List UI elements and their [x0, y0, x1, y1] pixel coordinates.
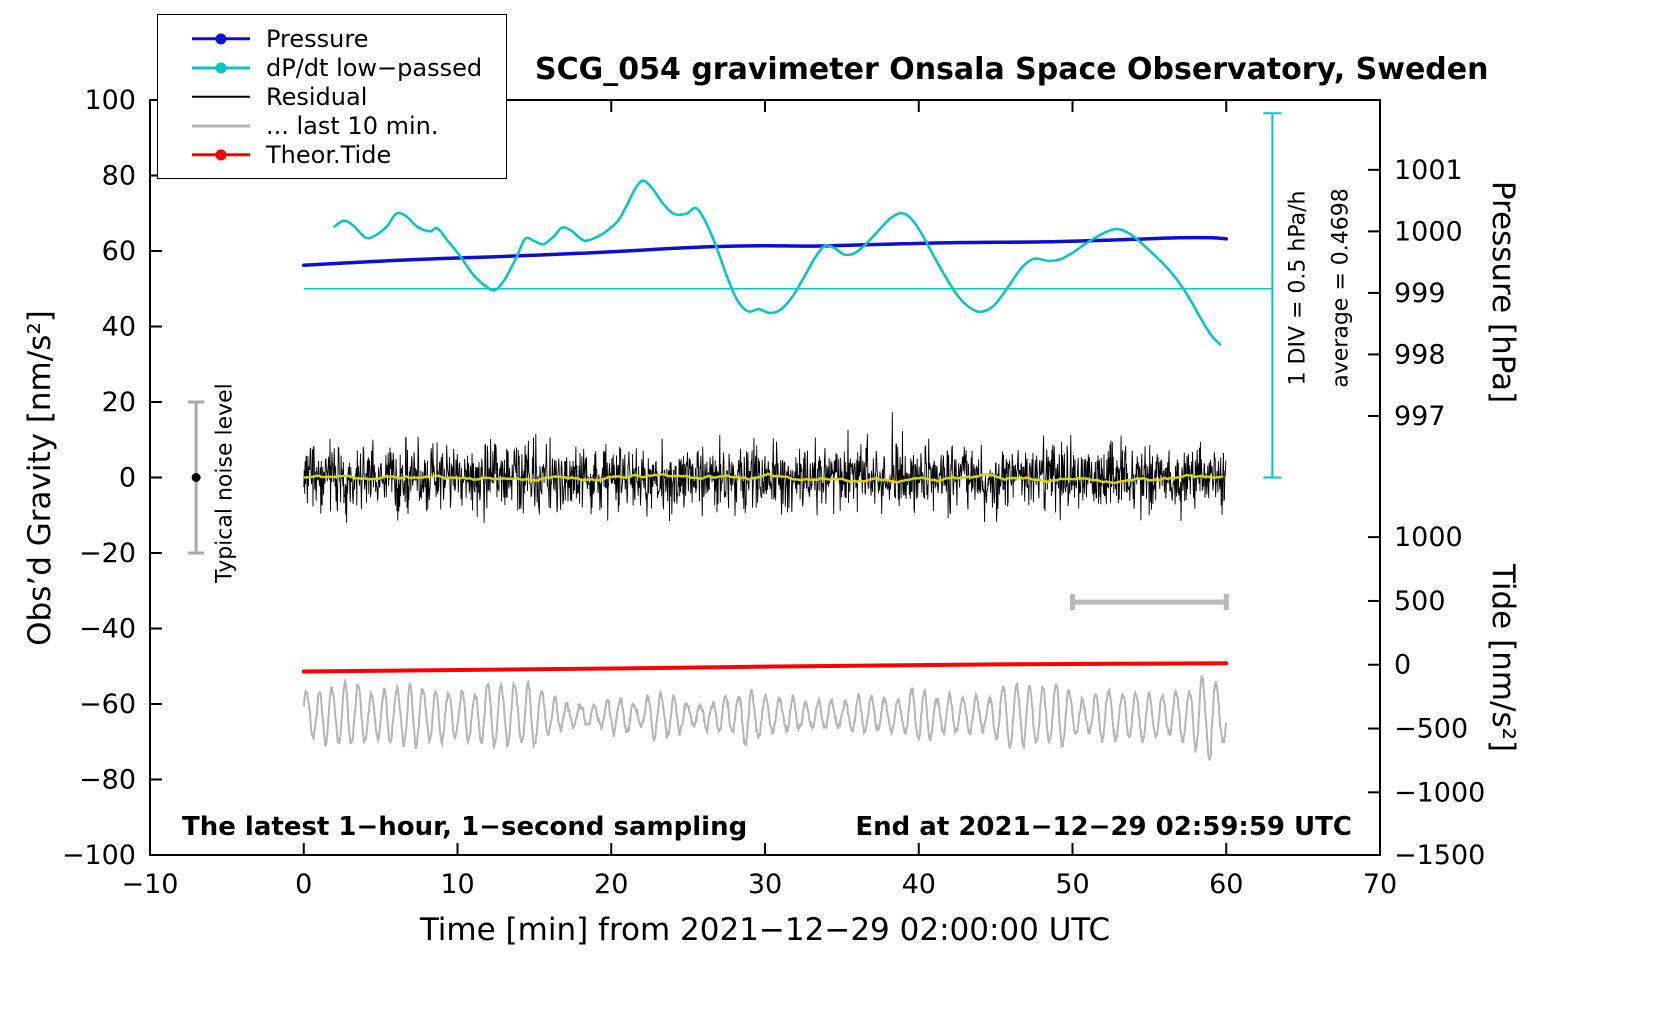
y-right-tick-label: −500 [1394, 714, 1468, 745]
y-left-tick-label: −80 [79, 765, 136, 796]
y-axis-label-gravity: Obs’d Gravity [nm/s²] [22, 310, 58, 646]
legend: Pressure dP/dt low−passed Residual... last… [157, 14, 507, 179]
legend-item-residual: Residual [158, 82, 506, 111]
y-right-tick-label: 0 [1394, 650, 1411, 681]
end-time-note: End at 2021−12−29 02:59:59 UTC [855, 812, 1352, 842]
legend-line-sample [192, 32, 250, 46]
y-right-tick-label: 500 [1394, 586, 1446, 617]
y-right-tick-label: 998 [1394, 339, 1446, 370]
series-dpdt_lowpassed [333, 179, 1222, 346]
legend-item-pressure: Pressure [158, 24, 506, 53]
y-right-tick-label: 1000 [1394, 522, 1463, 553]
legend-marker-dot [215, 149, 227, 160]
x-tick-label: 50 [1055, 869, 1089, 900]
legend-item--last-10-min-: ... last 10 min. [158, 111, 506, 140]
y-right-tick-label: −1000 [1394, 777, 1485, 808]
x-tick-label: 0 [295, 869, 312, 900]
y-left-tick-label: −60 [79, 689, 136, 720]
x-tick-label: 70 [1363, 869, 1397, 900]
y-left-tick-label: −40 [79, 614, 136, 645]
series-residual_lowpass [303, 472, 1224, 485]
axis-ticks: −10 0 10 20 30 40 50 60 70100806040200−20−40−60−… [62, 85, 1486, 900]
series-residual [303, 412, 1227, 523]
x-tick-label: 30 [748, 869, 782, 900]
y-right-tick-label: 997 [1394, 401, 1446, 432]
legend-label: ... last 10 min. [266, 111, 439, 140]
x-tick-label: 20 [594, 869, 628, 900]
y-left-tick-label: 0 [119, 463, 136, 494]
legend-item-dp-dt-low-passed: dP/dt low−passed [158, 53, 506, 82]
series-last_10_min_residual [302, 675, 1228, 761]
y-right-tick-label: 1001 [1394, 155, 1463, 186]
legend-label: dP/dt low−passed [266, 53, 483, 82]
series-theor_tide [301, 661, 1229, 674]
legend-label: Theor.Tide [266, 140, 392, 169]
y-axis-label-tide: Tide [nm/s²] [1485, 563, 1521, 753]
average-note: average = 0.4698 [1328, 188, 1354, 388]
x-axis-label: Time [min] from 2021−12−29 02:00:00 UTC [419, 912, 1111, 948]
chart-title: SCG_054 gravimeter Onsala Space Observat… [535, 52, 1489, 87]
x-tick-label: 40 [902, 869, 936, 900]
legend-line-sample [192, 90, 250, 104]
legend-label: Pressure [266, 24, 369, 53]
y-left-tick-label: −20 [79, 538, 136, 569]
x-tick-label: −10 [122, 869, 179, 900]
y-axis-label-pressure: Pressure [hPa] [1485, 180, 1521, 404]
y-right-tick-label: 1000 [1394, 216, 1463, 247]
noise-level-dot [191, 473, 201, 482]
legend-line-sample [192, 119, 250, 133]
sampling-note: The latest 1−hour, 1−second sampling [182, 812, 748, 842]
legend-marker-dot [215, 33, 227, 44]
x-tick-label: 60 [1209, 869, 1243, 900]
div-scale-note: 1 DIV = 0.5 hPa/h [1285, 190, 1311, 386]
y-left-tick-label: 60 [102, 236, 136, 267]
x-tick-label: 10 [440, 869, 474, 900]
y-left-tick-label: 20 [102, 387, 136, 418]
legend-label: Residual [266, 82, 368, 111]
noise-level-label: Typical noise level [212, 383, 238, 583]
y-left-tick-label: 40 [102, 312, 136, 343]
y-left-tick-label: 80 [102, 161, 136, 192]
y-left-tick-label: −100 [62, 840, 136, 871]
plot-markers [188, 112, 1282, 611]
legend-item-theor-tide: Theor.Tide [158, 140, 506, 169]
y-right-tick-label: −1500 [1394, 840, 1485, 871]
y-right-tick-label: 999 [1394, 278, 1446, 309]
series-pressure [302, 235, 1229, 268]
legend-marker-dot [215, 62, 227, 73]
legend-line-sample [192, 148, 250, 162]
y-left-tick-label: 100 [84, 85, 136, 116]
legend-line-sample [192, 61, 250, 75]
